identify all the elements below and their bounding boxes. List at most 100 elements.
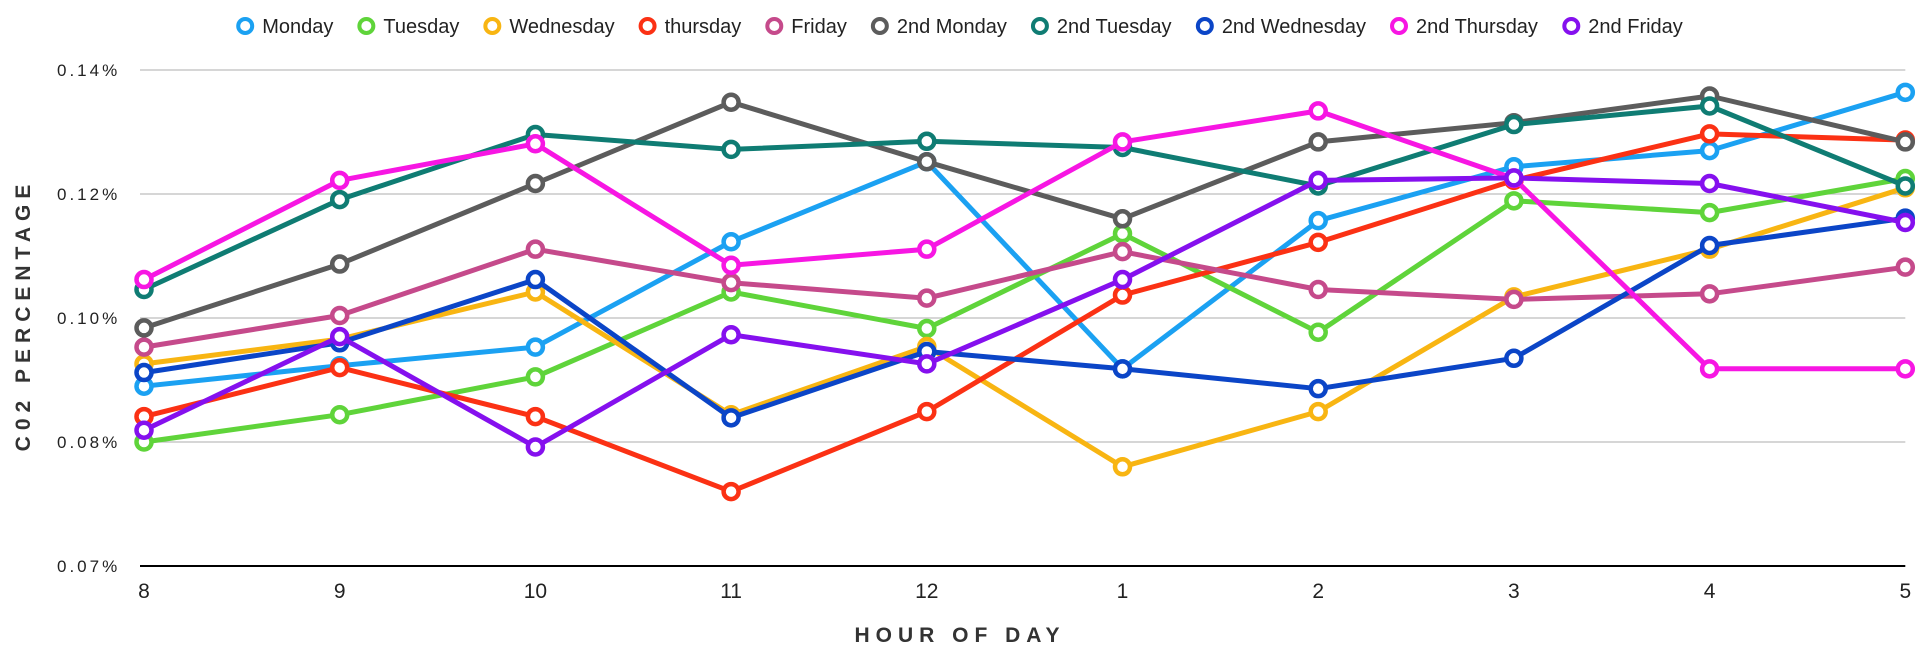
data-point[interactable]	[525, 239, 546, 259]
legend-item[interactable]: Monday	[236, 16, 333, 38]
data-point[interactable]	[721, 408, 741, 428]
data-point[interactable]	[917, 354, 937, 374]
data-point[interactable]	[329, 357, 350, 378]
data-point[interactable]	[329, 189, 350, 210]
data-point[interactable]	[917, 131, 937, 152]
data-point[interactable]	[525, 173, 546, 194]
legend-item[interactable]: 2nd Thursday	[1390, 16, 1538, 38]
data-point[interactable]	[1699, 235, 1720, 256]
data-point[interactable]	[329, 305, 350, 326]
legend-item[interactable]: 2nd Tuesday	[1030, 16, 1172, 38]
y-tick-label: 0.10%	[57, 309, 120, 328]
data-point[interactable]	[525, 134, 546, 154]
data-point[interactable]	[329, 254, 350, 274]
legend-label: Tuesday	[383, 16, 459, 38]
data-point[interactable]	[329, 170, 350, 191]
data-point[interactable]	[1699, 96, 1720, 116]
legend-marker	[357, 17, 376, 35]
data-point[interactable]	[1112, 457, 1133, 477]
data-point[interactable]	[1308, 322, 1328, 343]
data-point[interactable]	[721, 92, 741, 112]
data-point[interactable]	[1699, 359, 1720, 379]
data-point[interactable]	[721, 324, 741, 345]
data-point[interactable]	[134, 420, 154, 440]
series-wednesday	[134, 178, 1916, 477]
data-point[interactable]	[1504, 289, 1524, 310]
data-point[interactable]	[917, 239, 937, 259]
legend-item[interactable]: 2nd Monday	[870, 16, 1007, 38]
series-line	[141, 93, 1908, 331]
data-point[interactable]	[917, 288, 937, 308]
data-point[interactable]	[1504, 114, 1524, 135]
data-point[interactable]	[1112, 209, 1133, 229]
legend-item[interactable]: Wednesday	[483, 16, 615, 38]
data-point[interactable]	[1308, 132, 1328, 152]
data-point[interactable]	[917, 401, 937, 422]
series-2nd-friday	[134, 168, 1916, 457]
legend-label: 2nd Wednesday	[1222, 16, 1366, 38]
data-point[interactable]	[1112, 132, 1133, 152]
data-point[interactable]	[1699, 124, 1720, 144]
data-point[interactable]	[1504, 168, 1524, 188]
data-point[interactable]	[1308, 378, 1328, 399]
data-point[interactable]	[721, 255, 741, 276]
x-tick-label: 8	[138, 580, 150, 603]
x-tick-labels: 8 9 10 11 12 1 2 3 4 5	[138, 580, 1911, 603]
data-point[interactable]	[1112, 285, 1133, 305]
data-point[interactable]	[1308, 232, 1328, 253]
data-point[interactable]	[1895, 176, 1916, 196]
data-point[interactable]	[134, 269, 154, 290]
data-point[interactable]	[1308, 210, 1328, 231]
data-point[interactable]	[917, 318, 937, 339]
data-point[interactable]	[1895, 132, 1916, 152]
y-tick-label: 0.08%	[57, 433, 120, 452]
data-point[interactable]	[1504, 191, 1524, 211]
data-point[interactable]	[1112, 241, 1133, 262]
legend-label: Wednesday	[509, 16, 614, 38]
data-point[interactable]	[1308, 101, 1328, 121]
data-point[interactable]	[525, 367, 546, 387]
data-point[interactable]	[1699, 202, 1720, 223]
legend-label: 2nd Friday	[1588, 16, 1683, 38]
series-line	[141, 108, 1908, 372]
data-point[interactable]	[134, 318, 154, 338]
data-point[interactable]	[1895, 257, 1916, 277]
data-point[interactable]	[721, 231, 741, 252]
legend-marker	[1030, 17, 1049, 35]
data-point[interactable]	[721, 139, 741, 160]
legend-item[interactable]: thursday	[638, 16, 742, 38]
data-point[interactable]	[1895, 82, 1916, 103]
data-point[interactable]	[525, 337, 546, 357]
legend-item[interactable]: 2nd Wednesday	[1195, 16, 1366, 38]
data-point[interactable]	[1895, 359, 1916, 379]
legend-label: 2nd Thursday	[1416, 16, 1538, 38]
series-2nd-wednesday	[134, 208, 1916, 428]
data-point[interactable]	[525, 406, 546, 427]
y-tick-label: 0.12%	[57, 185, 120, 204]
data-point[interactable]	[134, 362, 154, 383]
legend-item[interactable]: Tuesday	[357, 16, 459, 38]
data-point[interactable]	[525, 269, 546, 290]
data-point[interactable]	[1699, 140, 1720, 161]
y-axis-title: C02 PERCENTAGE	[12, 179, 35, 452]
legend-item[interactable]: Friday	[765, 16, 847, 38]
data-point[interactable]	[1112, 359, 1133, 379]
legend-item[interactable]: 2nd Friday	[1562, 16, 1683, 38]
legend-marker	[1390, 17, 1409, 35]
data-point[interactable]	[329, 326, 350, 347]
data-point[interactable]	[721, 272, 741, 293]
data-point[interactable]	[721, 481, 741, 502]
x-tick-label: 1	[1117, 580, 1129, 603]
data-point[interactable]	[917, 152, 937, 172]
data-point[interactable]	[134, 337, 154, 357]
data-point[interactable]	[1699, 284, 1720, 304]
data-point[interactable]	[525, 437, 546, 457]
data-point[interactable]	[1895, 212, 1916, 233]
data-point[interactable]	[1504, 348, 1524, 369]
data-point[interactable]	[1308, 401, 1328, 422]
data-point[interactable]	[1699, 173, 1720, 194]
data-point[interactable]	[1308, 279, 1328, 300]
data-point[interactable]	[1308, 170, 1328, 191]
data-point[interactable]	[329, 404, 350, 425]
data-point[interactable]	[1112, 269, 1133, 290]
